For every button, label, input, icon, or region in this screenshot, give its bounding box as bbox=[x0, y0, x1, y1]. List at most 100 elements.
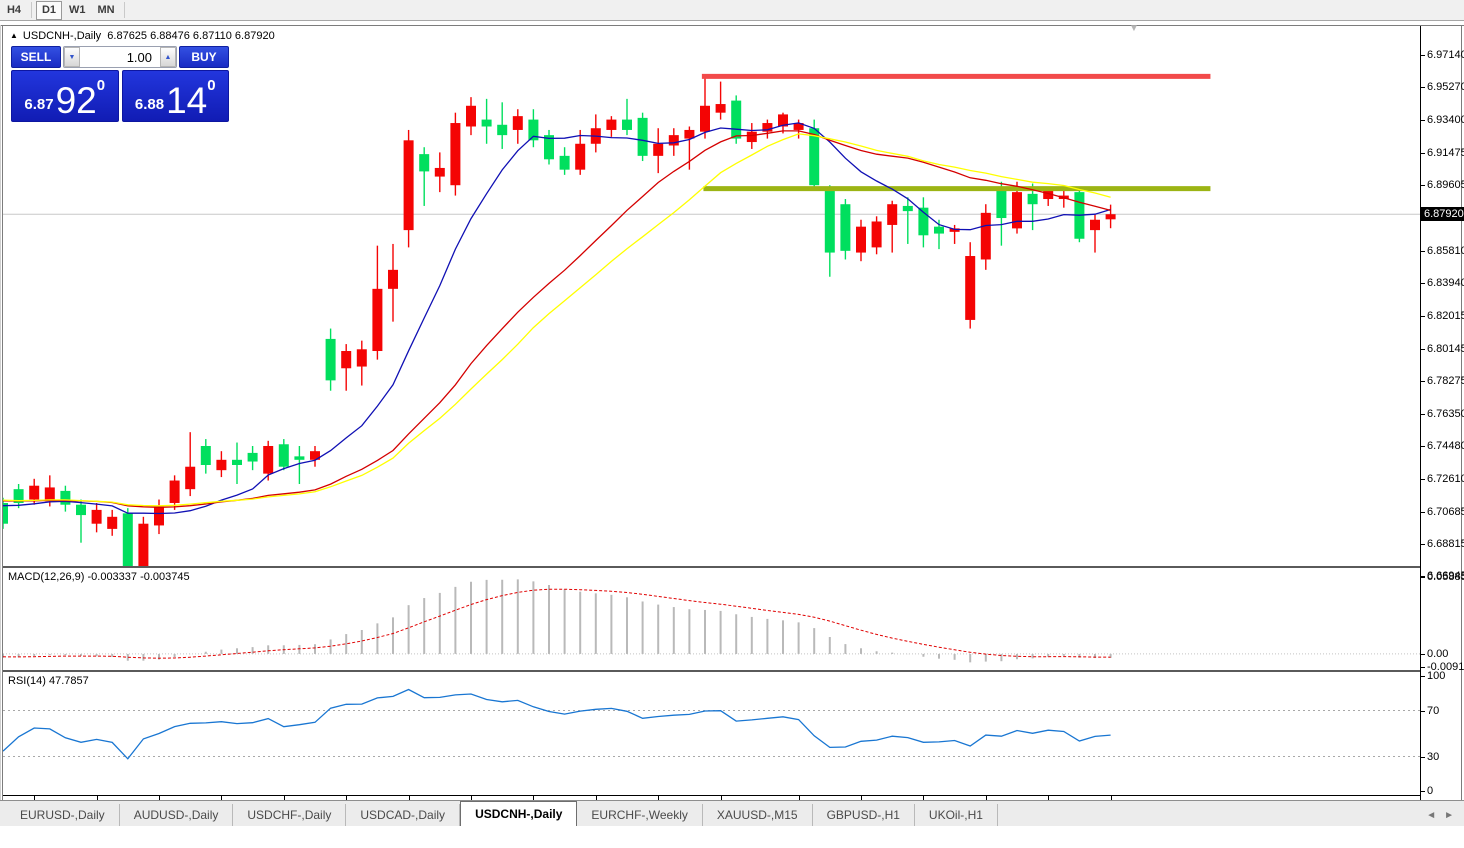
window-border bbox=[0, 25, 1, 823]
time-tick bbox=[408, 796, 410, 800]
rsi-scale-label: 70 bbox=[1421, 705, 1464, 717]
price-tick-label: 6.82015 bbox=[1421, 310, 1464, 322]
chart-tab-usdchf-daily[interactable]: USDCHF-,Daily bbox=[233, 804, 347, 826]
timeframe-button-mn[interactable]: MN bbox=[97, 4, 115, 16]
volume-increase-icon[interactable]: ▲ bbox=[160, 47, 176, 67]
bid-price-prefix: 6.87 bbox=[24, 96, 54, 113]
bid-quote-box[interactable]: 6.87 92 0 bbox=[11, 70, 119, 122]
timeframe-button-h4[interactable]: H4 bbox=[6, 4, 22, 16]
price-tick-label: 6.80145 bbox=[1421, 343, 1464, 355]
chart-tab-bar: EURUSD-,Daily AUDUSD-,Daily USDCHF-,Daily U… bbox=[0, 800, 1464, 826]
macd-scale-zero: 0.00 bbox=[1421, 648, 1464, 660]
chart-tab-audusd-daily[interactable]: AUDUSD-,Daily bbox=[120, 804, 234, 826]
time-tick bbox=[595, 796, 597, 800]
window-border bbox=[1461, 25, 1462, 823]
rsi-scale-label: 0 bbox=[1421, 785, 1464, 797]
time-tick bbox=[1048, 796, 1050, 800]
macd-scale-max: 0.058851 bbox=[1421, 571, 1464, 583]
rsi-scale-label: 100 bbox=[1421, 670, 1464, 682]
chart-tab-usdcad-daily[interactable]: USDCAD-,Daily bbox=[346, 804, 461, 826]
time-tick bbox=[658, 796, 660, 800]
tabs-scroll-left-icon[interactable]: ◄ bbox=[1426, 809, 1437, 821]
time-tick bbox=[159, 796, 160, 800]
price-tick-label: 6.91475 bbox=[1421, 147, 1464, 159]
time-tick bbox=[34, 796, 36, 800]
macd-scale-min: -0.009116 bbox=[1421, 661, 1464, 673]
price-tick-label: 6.85810 bbox=[1421, 245, 1464, 257]
price-tick-label: 6.83940 bbox=[1421, 277, 1464, 289]
price-tick-label: 6.89605 bbox=[1421, 179, 1464, 191]
rsi-scale-label: 30 bbox=[1421, 751, 1464, 763]
autoscroll-marker-icon: ▼ bbox=[1129, 23, 1139, 34]
time-tick bbox=[283, 796, 285, 800]
rsi-indicator-canvas[interactable] bbox=[3, 672, 1420, 795]
rsi-indicator-label: RSI(14) 47.7857 bbox=[8, 675, 89, 687]
ma-slow bbox=[3, 133, 1111, 507]
time-tick bbox=[346, 796, 348, 800]
pane-separator[interactable] bbox=[3, 670, 1421, 672]
toolbar-separator bbox=[31, 2, 32, 18]
timeframe-button-d1[interactable]: D1 bbox=[36, 0, 62, 20]
symbol-collapse-icon[interactable]: ▲ bbox=[10, 31, 18, 40]
time-tick bbox=[985, 796, 987, 800]
price-scale-divider bbox=[1420, 26, 1421, 817]
time-tick bbox=[96, 796, 98, 800]
window-border bbox=[2, 25, 3, 823]
macd-indicator-label: MACD(12,26,9) -0.003337 -0.003745 bbox=[8, 571, 190, 583]
timeframe-toolbar: H4 D1 W1 MN bbox=[0, 0, 1464, 21]
price-tick-label: 6.78275 bbox=[1421, 375, 1464, 387]
volume-decrease-icon[interactable]: ▼ bbox=[64, 47, 80, 67]
pane-separator[interactable] bbox=[3, 566, 1421, 568]
buy-button[interactable]: BUY bbox=[179, 46, 229, 68]
chart-tab-usdcnh-daily[interactable]: USDCNH-,Daily bbox=[460, 801, 578, 826]
ma-fast bbox=[3, 122, 1111, 515]
price-tick-label: 6.95270 bbox=[1421, 81, 1464, 93]
toolbar-separator bbox=[123, 2, 125, 18]
ask-price-point: 0 bbox=[207, 77, 216, 94]
window-border bbox=[0, 25, 1464, 26]
price-tick-label: 6.70685 bbox=[1421, 506, 1464, 518]
chart-title: ▲ USDCNH-,Daily 6.87625 6.88476 6.87110 6… bbox=[10, 30, 275, 42]
chart-window: ▲ USDCNH-,Daily 6.87625 6.88476 6.87110 6… bbox=[0, 22, 1464, 848]
bid-price-point: 0 bbox=[96, 77, 106, 94]
macd-signal-line bbox=[3, 588, 1111, 659]
time-tick bbox=[471, 796, 472, 800]
price-tick-label: 6.76350 bbox=[1421, 408, 1464, 420]
time-axis-line bbox=[3, 795, 1421, 796]
chart-symbol-period: USDCNH-,Daily bbox=[22, 30, 102, 42]
ask-price-pips: 14 bbox=[166, 80, 208, 121]
chart-ohlc-values: 6.87625 6.88476 6.87110 6.87920 bbox=[107, 30, 275, 42]
price-scale[interactable]: 6.971406.952706.934006.914756.896056.877… bbox=[1421, 22, 1464, 817]
current-price-badge: 6.87920 bbox=[1421, 207, 1464, 222]
main-chart-canvas[interactable] bbox=[3, 26, 1420, 566]
rsi-line bbox=[3, 688, 1111, 760]
chart-tab-ukoil-h1[interactable]: UKOil-,H1 bbox=[915, 804, 998, 826]
price-tick-label: 6.66945 bbox=[1421, 570, 1464, 582]
time-tick bbox=[1110, 796, 1112, 800]
price-tick-label: 6.93400 bbox=[1421, 114, 1464, 126]
time-tick bbox=[798, 796, 800, 800]
chart-tab-xauusd-m15[interactable]: XAUUSD-,M15 bbox=[703, 804, 813, 826]
time-tick bbox=[221, 796, 223, 800]
volume-input[interactable]: 1.00 bbox=[126, 49, 152, 65]
chart-tab-eurusd-daily[interactable]: EURUSD-,Daily bbox=[6, 804, 120, 826]
price-tick-label: 6.97140 bbox=[1421, 49, 1464, 61]
price-tick-label: 6.72610 bbox=[1421, 473, 1464, 485]
time-tick bbox=[861, 796, 862, 800]
ask-price-prefix: 6.88 bbox=[134, 96, 165, 113]
chart-tab-gbpusd-h1[interactable]: GBPUSD-,H1 bbox=[813, 804, 915, 826]
timeframe-button-w1[interactable]: W1 bbox=[69, 4, 86, 16]
ma-mid bbox=[3, 130, 1111, 508]
volume-stepper: ▼ 1.00 ▲ bbox=[63, 46, 177, 68]
bid-price-pips: 92 bbox=[55, 80, 97, 121]
chart-tab-eurchf-weekly[interactable]: EURCHF-,Weekly bbox=[577, 804, 703, 826]
time-tick bbox=[533, 796, 535, 800]
price-tick-label: 6.74480 bbox=[1421, 440, 1464, 452]
one-click-trading-panel: SELL ▼ 1.00 ▲ BUY 6.87 92 0 6.88 14 0 bbox=[11, 46, 229, 132]
sell-button[interactable]: SELL bbox=[11, 46, 61, 68]
time-tick bbox=[923, 796, 925, 800]
macd-indicator-canvas[interactable] bbox=[3, 568, 1420, 670]
tabs-scroll-right-icon[interactable]: ► bbox=[1444, 809, 1454, 821]
ask-quote-box[interactable]: 6.88 14 0 bbox=[121, 70, 229, 122]
